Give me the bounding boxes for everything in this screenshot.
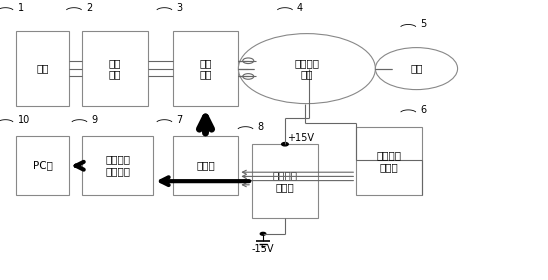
Text: 10: 10 xyxy=(18,115,30,125)
FancyBboxPatch shape xyxy=(82,136,153,195)
FancyBboxPatch shape xyxy=(16,136,68,195)
Text: 6: 6 xyxy=(420,105,426,115)
Text: 霍尔电流
传感器: 霍尔电流 传感器 xyxy=(272,171,298,192)
Circle shape xyxy=(243,58,254,64)
Text: 4: 4 xyxy=(297,3,303,13)
FancyBboxPatch shape xyxy=(173,31,238,106)
Text: 负载: 负载 xyxy=(410,64,423,74)
Circle shape xyxy=(260,232,266,235)
Circle shape xyxy=(238,34,375,104)
Text: 电网: 电网 xyxy=(36,64,49,74)
Text: 永磁同步
电机: 永磁同步 电机 xyxy=(294,58,319,80)
Text: 3: 3 xyxy=(176,3,182,13)
FancyBboxPatch shape xyxy=(173,136,238,195)
Text: +15V: +15V xyxy=(287,133,314,143)
Text: 整流
电路: 整流 电路 xyxy=(109,58,121,80)
Circle shape xyxy=(375,48,458,90)
FancyBboxPatch shape xyxy=(82,31,148,106)
FancyBboxPatch shape xyxy=(356,127,422,195)
FancyBboxPatch shape xyxy=(252,144,318,218)
Text: 8: 8 xyxy=(258,122,264,132)
Text: 1: 1 xyxy=(18,3,24,13)
Text: 尼高力数
据采集仪: 尼高力数 据采集仪 xyxy=(105,154,130,176)
Text: 霍尔速度
传感器: 霍尔速度 传感器 xyxy=(376,150,402,172)
Circle shape xyxy=(243,74,254,79)
Text: 逆变
电路: 逆变 电路 xyxy=(199,58,212,80)
Text: 9: 9 xyxy=(92,115,98,125)
Text: 2: 2 xyxy=(86,3,92,13)
Text: PC机: PC机 xyxy=(32,160,53,170)
Circle shape xyxy=(282,143,288,146)
Text: 7: 7 xyxy=(176,115,182,125)
Text: 5: 5 xyxy=(420,19,426,29)
Text: -15V: -15V xyxy=(252,244,275,254)
FancyBboxPatch shape xyxy=(16,31,68,106)
Text: 控制器: 控制器 xyxy=(196,160,215,170)
